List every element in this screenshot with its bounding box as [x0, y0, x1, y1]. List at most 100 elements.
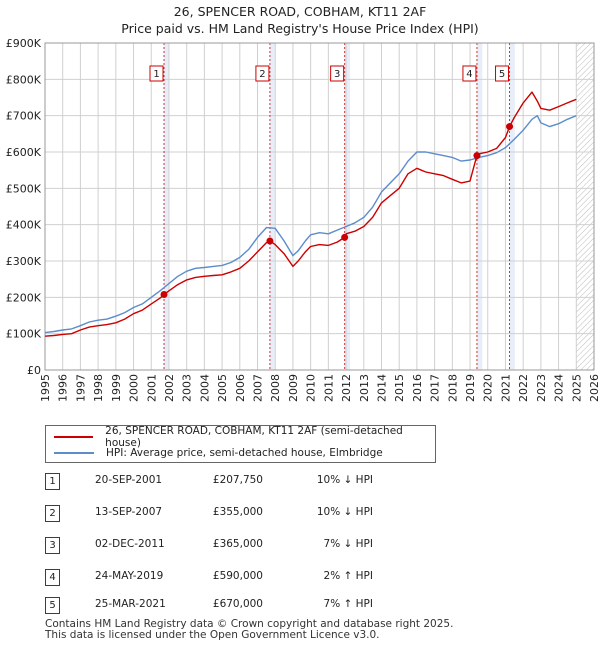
x-tick-label: 2025 [570, 374, 583, 402]
sale-price: £355,000 [212, 506, 263, 518]
legend-swatch-hpi [54, 452, 94, 454]
legend-item-property: 26, SPENCER ROAD, COBHAM, KT11 2AF (semi… [54, 425, 435, 449]
sale-number-badge: 4 [45, 569, 60, 586]
x-tick-label: 2023 [535, 374, 548, 402]
y-tick-label: £300K [6, 255, 42, 268]
sale-label-box [462, 65, 477, 82]
x-tick-label: 2016 [411, 374, 424, 402]
x-tick-label: 2001 [145, 374, 158, 402]
sale-hpi-diff: 7% ↓ HPI [323, 538, 373, 550]
footer: Contains HM Land Registry data © Crown c… [45, 619, 453, 641]
footer-copyright: Contains HM Land Registry data © Crown c… [45, 618, 454, 630]
y-tick-label: £900K [6, 37, 42, 50]
sale-band [269, 43, 276, 370]
sale-date: 25-MAR-2021 [95, 598, 166, 610]
x-tick-label: 2008 [269, 374, 282, 402]
x-tick-label: 2002 [163, 374, 176, 402]
chart-title: 26, SPENCER ROAD, COBHAM, KT11 2AF Price… [0, 3, 600, 37]
x-tick-label: 2013 [358, 374, 371, 402]
x-tick-label: 2014 [375, 374, 388, 402]
x-tick-label: 2020 [482, 374, 495, 402]
plot-frame [44, 42, 595, 371]
x-tick-label: 1998 [92, 374, 105, 402]
sale-number-badge: 2 [45, 505, 60, 522]
sale-band [164, 43, 170, 370]
y-tick-label: £600K [6, 146, 42, 159]
sale-row: 5 25-MAR-2021 £670,000 7% ↑ HPI [45, 597, 465, 617]
x-tick-label: 2012 [340, 374, 353, 402]
x-tick-label: 2009 [287, 374, 300, 402]
sale-label-number: 5 [499, 69, 505, 80]
sale-point [473, 152, 481, 160]
sale-label-number: 1 [153, 69, 159, 80]
x-tick-label: 2022 [517, 374, 530, 402]
property-price-line [44, 91, 577, 337]
sale-point [266, 237, 274, 245]
legend-label-property: 26, SPENCER ROAD, COBHAM, KT11 2AF (semi… [105, 425, 403, 449]
sale-point [341, 233, 349, 241]
x-tick-label: 2015 [393, 374, 406, 402]
sale-price: £207,750 [212, 474, 263, 486]
sale-price: £590,000 [212, 570, 263, 582]
chart-title-line2: Price paid vs. HM Land Registry's House … [121, 21, 479, 36]
sale-row: 2 13-SEP-2007 £355,000 10% ↓ HPI [45, 505, 465, 525]
sale-label-box [255, 65, 270, 82]
legend: 26, SPENCER ROAD, COBHAM, KT11 2AF (semi… [45, 425, 436, 463]
x-tick-label: 2024 [553, 374, 566, 402]
sale-label-box [149, 65, 164, 82]
sale-label-number: 3 [334, 69, 340, 80]
sale-label-number: 4 [466, 69, 472, 80]
y-tick-label: £200K [6, 291, 42, 304]
x-tick-label: 2026 [588, 374, 600, 402]
sale-band [509, 43, 515, 370]
y-tick-label: £100K [6, 328, 42, 341]
plot-area [45, 43, 594, 370]
sale-row: 4 24-MAY-2019 £590,000 2% ↑ HPI [45, 569, 465, 589]
legend-swatch-property [54, 436, 94, 438]
x-tick-label: 2010 [305, 374, 318, 402]
x-tick-label: 2018 [446, 374, 459, 402]
hpi-line [44, 115, 577, 334]
legend-item-hpi: HPI: Average price, semi-detached house,… [54, 445, 383, 461]
y-tick-label: £800K [6, 73, 42, 86]
sale-hpi-diff: 10% ↓ HPI [316, 506, 373, 518]
sale-band [344, 43, 350, 370]
sale-label-box [330, 65, 345, 82]
x-tick-label: 2011 [322, 374, 335, 402]
x-tick-label: 2006 [234, 374, 247, 402]
sale-point [506, 123, 514, 131]
x-tick-label: 1996 [57, 374, 70, 402]
x-tick-label: 2005 [216, 374, 229, 402]
y-tick-label: £700K [6, 110, 42, 123]
legend-label-hpi: HPI: Average price, semi-detached house,… [106, 447, 383, 459]
sale-number-badge: 3 [45, 537, 60, 554]
sale-date: 20-SEP-2001 [95, 474, 163, 486]
sale-row: 1 20-SEP-2001 £207,750 10% ↓ HPI [45, 473, 465, 493]
chart-title-line1: 26, SPENCER ROAD, COBHAM, KT11 2AF [173, 4, 427, 19]
x-tick-label: 2019 [464, 374, 477, 402]
sale-hpi-diff: 7% ↑ HPI [323, 598, 373, 610]
sale-hpi-diff: 2% ↑ HPI [323, 570, 373, 582]
sale-date: 13-SEP-2007 [95, 506, 163, 518]
sale-number-badge: 1 [45, 473, 60, 490]
sale-label-box [495, 65, 510, 82]
sale-point [160, 291, 168, 299]
y-tick-label: £0 [27, 364, 41, 377]
future-hatch [576, 43, 594, 370]
x-tick-label: 2004 [198, 374, 211, 402]
x-tick-label: 1995 [39, 374, 52, 402]
y-tick-label: £400K [6, 219, 42, 232]
sale-row: 3 02-DEC-2011 £365,000 7% ↓ HPI [45, 537, 465, 557]
sale-band [476, 43, 483, 370]
sale-date: 24-MAY-2019 [95, 570, 164, 582]
sale-label-number: 2 [259, 69, 265, 80]
x-tick-label: 2003 [181, 374, 194, 402]
sale-hpi-diff: 10% ↓ HPI [316, 474, 373, 486]
x-tick-label: 2000 [128, 374, 141, 402]
sale-price: £365,000 [212, 538, 263, 550]
sale-number-badge: 5 [45, 597, 60, 614]
sale-date: 02-DEC-2011 [95, 538, 165, 550]
x-tick-label: 2021 [499, 374, 512, 402]
x-tick-label: 1999 [110, 374, 123, 402]
x-tick-label: 2007 [252, 374, 265, 402]
